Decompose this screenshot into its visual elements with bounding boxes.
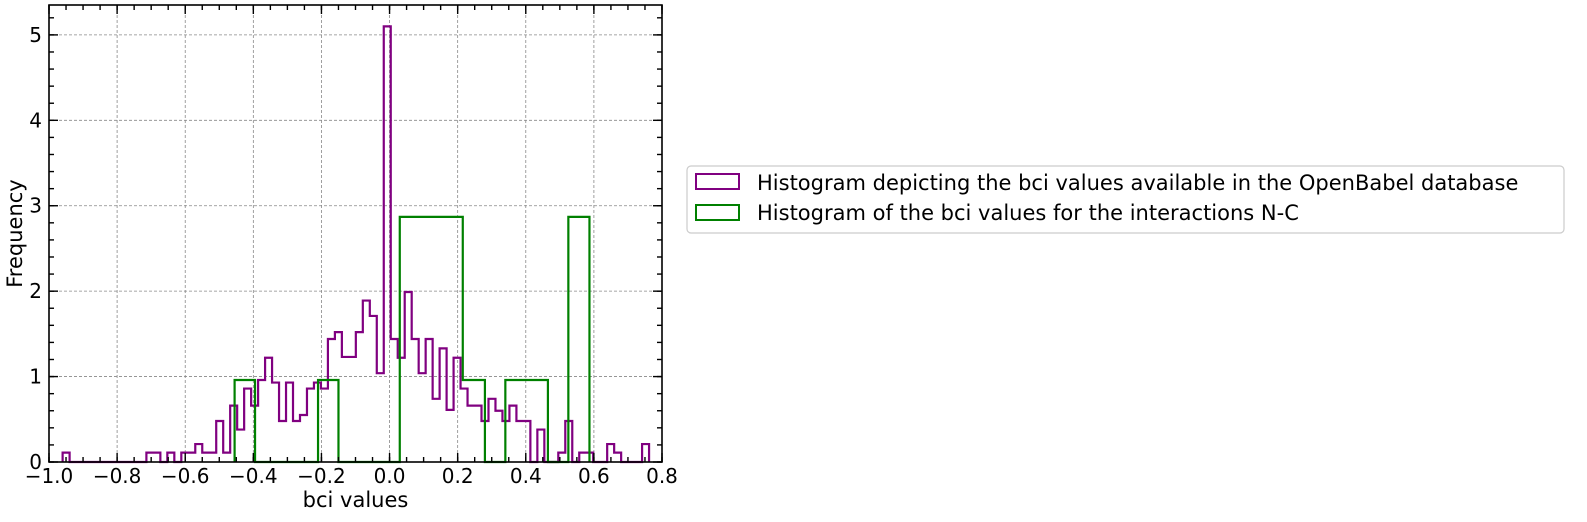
openbabel-histogram-outline-bar (342, 357, 349, 462)
openbabel-histogram-outline-bar (188, 453, 195, 462)
y-tick-label: 2 (29, 279, 42, 303)
x-tick-labels: −1.0 −0.8 −0.6 −0.4 −0.2 0.0 0.2 0.4 0.6 0.8 (25, 464, 678, 488)
x-tick-label: 0.0 (374, 464, 406, 488)
openbabel-histogram-outline-bar (202, 453, 209, 462)
legend-swatch-openbabel (695, 173, 740, 190)
y-tick-labels: 0 1 2 3 4 5 (29, 23, 42, 474)
x-tick-label: −1.0 (25, 464, 74, 488)
legend-box (686, 165, 1565, 234)
legend-swatch-nc (695, 204, 740, 221)
axis-ticks (48, 5, 663, 463)
legend-label-nc: Histogram of the bci values for the inte… (757, 201, 1299, 225)
x-tick-label: −0.4 (229, 464, 278, 488)
openbabel-histogram-outline-bar (223, 453, 230, 462)
openbabel-histogram-outline-bar (349, 357, 356, 462)
y-tick-label: 1 (29, 365, 42, 389)
x-tick-label: 0.6 (578, 464, 610, 488)
grid-lines (49, 5, 662, 462)
openbabel-histogram-outline-bar (377, 373, 384, 462)
x-axis-label: bci values (303, 488, 409, 512)
legend-label-openbabel: Histogram depicting the bci values avail… (757, 171, 1518, 195)
openbabel-histogram-outline (61, 25, 651, 464)
legend: Histogram depicting the bci values avail… (686, 165, 1565, 234)
x-tick-label: 0.4 (510, 464, 542, 488)
x-tick-label: −0.6 (161, 464, 210, 488)
openbabel-histogram-outline-bar (516, 421, 523, 462)
y-tick-label: 3 (29, 194, 42, 218)
openbabel-histogram-outline-bar (209, 453, 216, 462)
x-tick-label: 0.2 (442, 464, 474, 488)
openbabel-histogram-outline-bar (433, 399, 440, 462)
openbabel-histogram-outline-bar (321, 389, 328, 462)
x-tick-label: −0.2 (297, 464, 346, 488)
y-tick-label: 0 (29, 450, 42, 474)
openbabel-histogram-outline-bar (237, 430, 244, 462)
x-tick-label: 0.8 (646, 464, 678, 488)
plot-frame (48, 4, 663, 463)
x-tick-label: −0.8 (93, 464, 142, 488)
openbabel-histogram-outline-bar (419, 373, 426, 462)
y-tick-label: 5 (29, 23, 42, 47)
series-openbabel-histogram (61, 25, 651, 464)
openbabel-histogram-outline-bar (447, 410, 454, 462)
openbabel-histogram-outline-bar (293, 421, 300, 462)
openbabel-histogram-outline-bar (279, 421, 286, 462)
openbabel-histogram-outline-bar (468, 406, 475, 462)
y-axis-label: Frequency (3, 179, 27, 288)
y-tick-label: 4 (29, 108, 42, 132)
